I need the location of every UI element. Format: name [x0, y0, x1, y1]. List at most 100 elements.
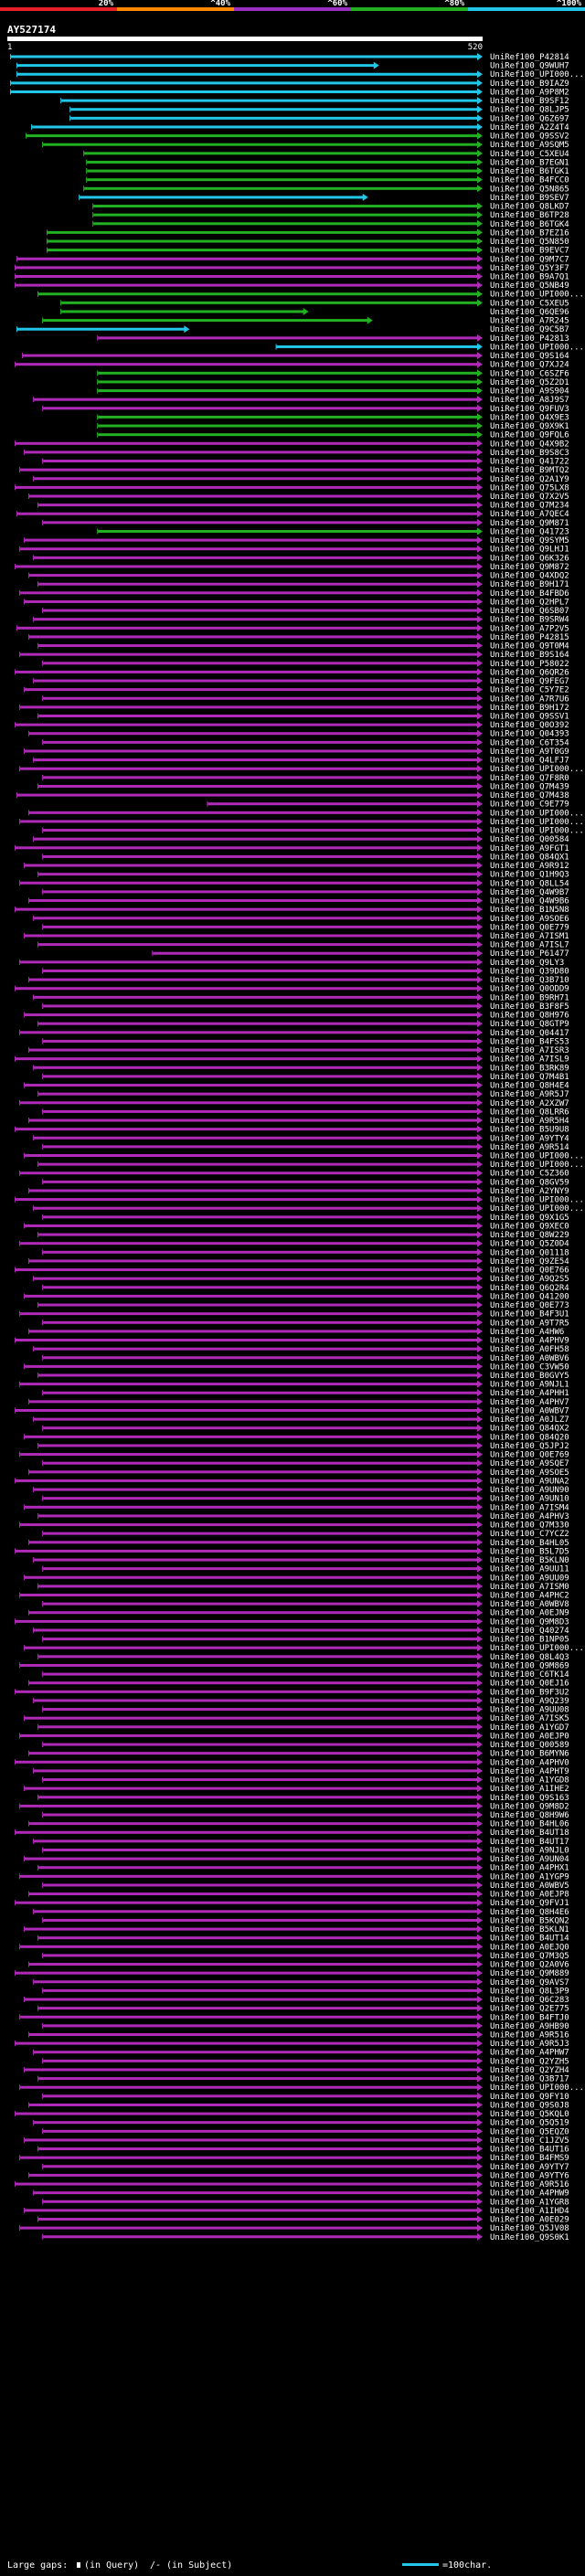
- hit-label[interactable]: UniRef100_Q00589: [490, 1741, 569, 1750]
- hit-label[interactable]: UniRef100_Q75LX8: [490, 483, 569, 493]
- hit-label[interactable]: UniRef100_Q9M8D3: [490, 1617, 569, 1627]
- hit-label[interactable]: UniRef100_Q7M330: [490, 1521, 569, 1531]
- hit-label[interactable]: UniRef100_C7YCZ2: [490, 1530, 569, 1539]
- hit-label[interactable]: UniRef100_B6MYN6: [490, 1750, 569, 1759]
- hit-label[interactable]: UniRef100_A9UU11: [490, 1565, 569, 1574]
- hit-label[interactable]: UniRef100_A7R7U6: [490, 694, 569, 704]
- hit-label[interactable]: UniRef100_A7ISL7: [490, 941, 569, 950]
- hit-label[interactable]: UniRef100_Q39D80: [490, 967, 569, 976]
- hit-label[interactable]: UniRef100_Q9FVJ1: [490, 1899, 569, 1908]
- hit-label[interactable]: UniRef100_Q9FQL6: [490, 431, 569, 440]
- hit-label[interactable]: UniRef100_Q7M4B1: [490, 1073, 569, 1082]
- hit-label[interactable]: UniRef100_A4PHC2: [490, 1592, 569, 1601]
- hit-label[interactable]: UniRef100_A9T0G9: [490, 747, 569, 757]
- hit-label[interactable]: UniRef100_C6TK14: [490, 1670, 569, 1680]
- hit-label[interactable]: UniRef100_UPI000...: [490, 818, 584, 827]
- hit-label[interactable]: UniRef100_Q0O392: [490, 721, 569, 730]
- hit-label[interactable]: UniRef100_A9NJL1: [490, 1381, 569, 1390]
- hit-label[interactable]: UniRef100_B5KQN2: [490, 1916, 569, 1925]
- hit-label[interactable]: UniRef100_Q9M889: [490, 1969, 569, 1978]
- hit-label[interactable]: UniRef100_C5XEU4: [490, 150, 569, 159]
- hit-label[interactable]: UniRef100_A9R5J3: [490, 2040, 569, 2049]
- hit-label[interactable]: UniRef100_B6TGK1: [490, 167, 569, 176]
- hit-label[interactable]: UniRef100_Q41723: [490, 527, 569, 536]
- hit-label[interactable]: UniRef100_A9SQM5: [490, 141, 569, 150]
- hit-label[interactable]: UniRef100_A9NJL0: [490, 1846, 569, 1855]
- hit-label[interactable]: UniRef100_A9R514: [490, 1143, 569, 1152]
- hit-label[interactable]: UniRef100_A9UN04: [490, 1855, 569, 1864]
- hit-label[interactable]: UniRef100_B9F3U2: [490, 1688, 569, 1697]
- hit-label[interactable]: UniRef100_A1YGD7: [490, 1723, 569, 1733]
- hit-label[interactable]: UniRef100_A9YTY7: [490, 2163, 569, 2172]
- hit-label[interactable]: UniRef100_B0GVY5: [490, 1372, 569, 1381]
- hit-label[interactable]: UniRef100_Q9FEG7: [490, 677, 569, 686]
- hit-label[interactable]: UniRef100_A0WBV5: [490, 1882, 569, 1891]
- hit-label[interactable]: UniRef100_B9S8C3: [490, 449, 569, 458]
- hit-label[interactable]: UniRef100_A9P8M2: [490, 88, 569, 97]
- hit-label[interactable]: UniRef100_A4PHV3: [490, 1512, 569, 1521]
- hit-label[interactable]: UniRef100_Q8LL54: [490, 879, 569, 888]
- hit-label[interactable]: UniRef100_A4PHV7: [490, 1398, 569, 1407]
- hit-label[interactable]: UniRef100_B4FCC0: [490, 176, 569, 186]
- hit-label[interactable]: UniRef100_Q9XEC0: [490, 1222, 569, 1231]
- hit-label[interactable]: UniRef100_Q6SB07: [490, 607, 569, 616]
- hit-label[interactable]: UniRef100_Q9ZE54: [490, 1257, 569, 1267]
- hit-label[interactable]: UniRef100_B9H172: [490, 704, 569, 713]
- hit-label[interactable]: UniRef100_B9A7Q1: [490, 273, 569, 282]
- hit-label[interactable]: UniRef100_Q8GV59: [490, 1178, 569, 1187]
- hit-label[interactable]: UniRef100_A9YTY6: [490, 2171, 569, 2180]
- hit-label[interactable]: UniRef100_Q9M871: [490, 519, 569, 528]
- hit-label[interactable]: UniRef100_Q7M234: [490, 502, 569, 511]
- hit-label[interactable]: UniRef100_B6TGK4: [490, 220, 569, 229]
- hit-label[interactable]: UniRef100_Q9WUH7: [490, 62, 569, 71]
- hit-label[interactable]: UniRef100_A7P2V5: [490, 624, 569, 633]
- hit-label[interactable]: UniRef100_Q9S164: [490, 352, 569, 361]
- hit-label[interactable]: UniRef100_Q9FY10: [490, 2093, 569, 2102]
- hit-label[interactable]: UniRef100_Q9AVS7: [490, 1978, 569, 1988]
- hit-label[interactable]: UniRef100_A9R912: [490, 862, 569, 871]
- hit-label[interactable]: UniRef100_B4HL05: [490, 1539, 569, 1548]
- hit-label[interactable]: UniRef100_P42815: [490, 633, 569, 642]
- hit-label[interactable]: UniRef100_B9SRW4: [490, 616, 569, 625]
- hit-label[interactable]: UniRef100_Q0E766: [490, 1267, 569, 1276]
- hit-label[interactable]: UniRef100_A0WBV7: [490, 1406, 569, 1415]
- hit-label[interactable]: UniRef100_Q0E779: [490, 923, 569, 932]
- hit-label[interactable]: UniRef100_Q9SYM5: [490, 536, 569, 546]
- hit-label[interactable]: UniRef100_Q4X9E3: [490, 413, 569, 422]
- hit-label[interactable]: UniRef100_Q9X1G5: [490, 1214, 569, 1223]
- hit-label[interactable]: UniRef100_A7R245: [490, 317, 569, 326]
- hit-label[interactable]: UniRef100_B9EVC7: [490, 247, 569, 256]
- hit-label[interactable]: UniRef100_A0WBV6: [490, 1354, 569, 1363]
- hit-label[interactable]: UniRef100_A9UU09: [490, 1574, 569, 1583]
- hit-label[interactable]: UniRef100_Q04417: [490, 1029, 569, 1038]
- hit-label[interactable]: UniRef100_A9R516: [490, 2031, 569, 2041]
- hit-label[interactable]: UniRef100_Q4XDQ2: [490, 572, 569, 581]
- hit-label[interactable]: UniRef100_Q5JV08: [490, 2224, 569, 2233]
- hit-label[interactable]: UniRef100_Q5Z0D4: [490, 1240, 569, 1249]
- hit-label[interactable]: UniRef100_Q5NB49: [490, 281, 569, 291]
- hit-label[interactable]: UniRef100_Q8LRR6: [490, 1108, 569, 1117]
- hit-label[interactable]: UniRef100_Q9S0K1: [490, 2233, 569, 2242]
- hit-label[interactable]: UniRef100_Q3B717: [490, 2075, 569, 2084]
- hit-label[interactable]: UniRef100_C5XEU5: [490, 299, 569, 308]
- hit-label[interactable]: UniRef100_A0EJN9: [490, 1609, 569, 1618]
- hit-label[interactable]: UniRef100_A2Z4T4: [490, 123, 569, 133]
- hit-label[interactable]: UniRef100_Q3B710: [490, 976, 569, 985]
- hit-label[interactable]: UniRef100_A7ISM4: [490, 1503, 569, 1512]
- hit-label[interactable]: UniRef100_A0E029: [490, 2216, 569, 2225]
- hit-label[interactable]: UniRef100_A4HW6: [490, 1328, 564, 1337]
- hit-label[interactable]: UniRef100_Q9M872: [490, 563, 569, 572]
- hit-label[interactable]: UniRef100_B4UT14: [490, 1935, 569, 1944]
- hit-label[interactable]: UniRef100_B4FS53: [490, 1037, 569, 1046]
- hit-label[interactable]: UniRef100_Q8LKD7: [490, 203, 569, 212]
- hit-label[interactable]: UniRef100_UPI000...: [490, 765, 584, 774]
- hit-label[interactable]: UniRef100_Q4LFJ7: [490, 757, 569, 766]
- hit-label[interactable]: UniRef100_Q0ODD9: [490, 985, 569, 994]
- hit-label[interactable]: UniRef100_Q2YZH4: [490, 2066, 569, 2075]
- hit-label[interactable]: UniRef100_A0WBV8: [490, 1600, 569, 1609]
- hit-label[interactable]: UniRef100_UPI000...: [490, 1196, 584, 1205]
- hit-label[interactable]: UniRef100_Q9LY3: [490, 959, 564, 968]
- hit-label[interactable]: UniRef100_C5Z360: [490, 1170, 569, 1179]
- hit-label[interactable]: UniRef100_Q5N850: [490, 238, 569, 247]
- hit-label[interactable]: UniRef100_B9RH71: [490, 993, 569, 1002]
